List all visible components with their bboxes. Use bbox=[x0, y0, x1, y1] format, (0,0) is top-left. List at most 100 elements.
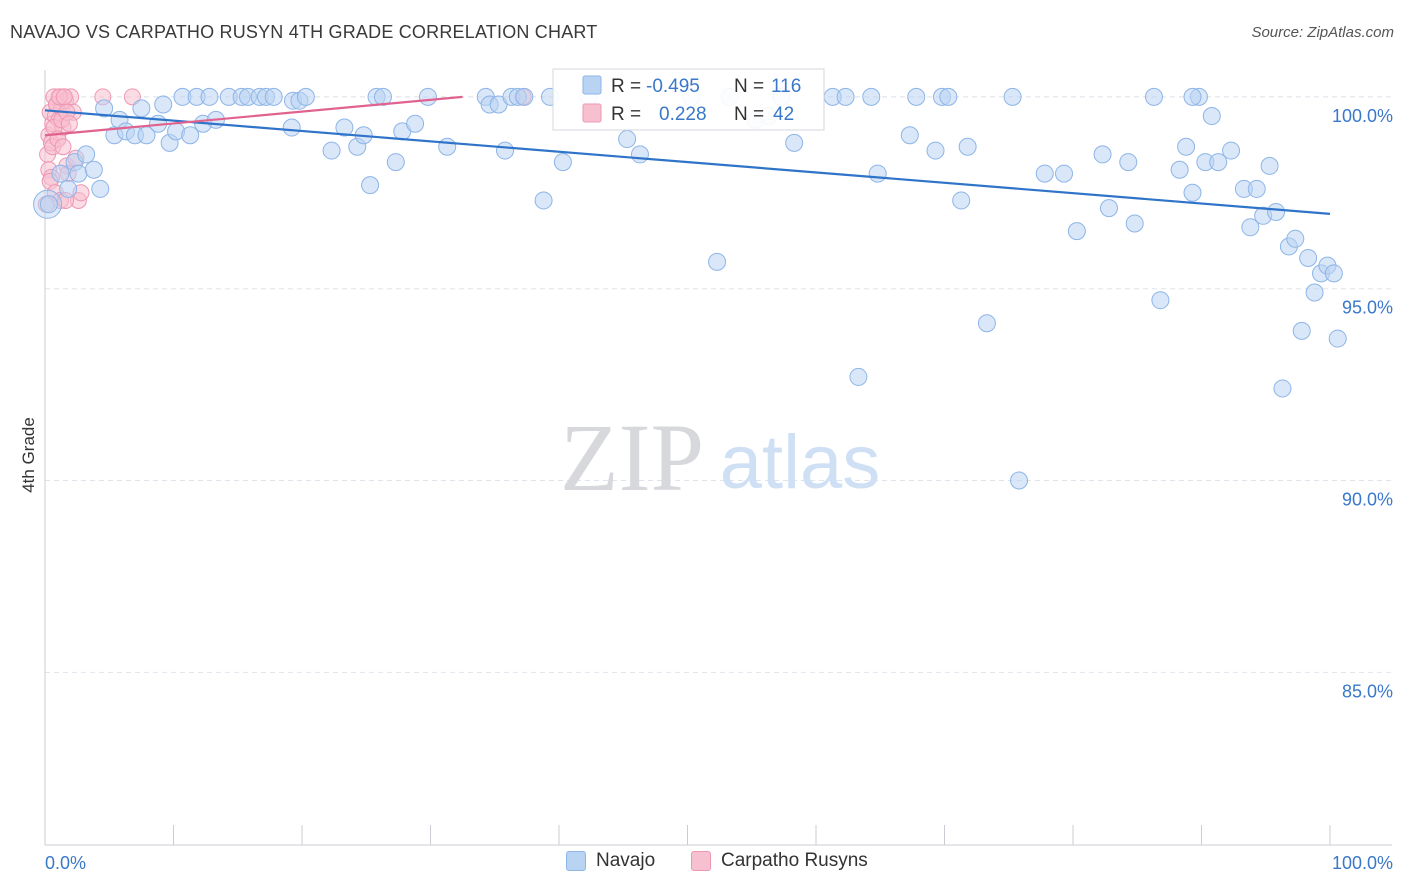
rusyn-trendline bbox=[44, 95, 463, 137]
navajo-point bbox=[1260, 156, 1279, 175]
legend-r-label-navajo: R = bbox=[611, 76, 641, 97]
legend-item-rusyn[interactable]: Carpatho Rusyns bbox=[691, 850, 868, 872]
legend-swatch-navajo-bottom bbox=[566, 851, 586, 871]
navajo-point bbox=[515, 87, 534, 106]
navajo-point bbox=[900, 126, 919, 145]
navajo-point bbox=[1144, 87, 1163, 106]
navajo-point bbox=[1247, 179, 1266, 198]
navajo-point bbox=[373, 87, 392, 106]
gridlines bbox=[45, 96, 1392, 673]
navajo-point bbox=[51, 164, 70, 183]
navajo-point bbox=[322, 141, 341, 160]
navajo-point bbox=[1055, 164, 1074, 183]
navajo-point bbox=[84, 160, 103, 179]
chart-source: Source: ZipAtlas.com bbox=[1251, 24, 1394, 41]
navajo-point bbox=[1183, 183, 1202, 202]
legend-n-label-navajo: N = bbox=[734, 76, 764, 97]
navajo-point bbox=[618, 130, 637, 149]
navajo-point bbox=[154, 95, 173, 114]
y-axis-label: 4th Grade bbox=[19, 417, 38, 493]
navajo-point bbox=[534, 191, 553, 210]
navajo-point bbox=[1177, 137, 1196, 156]
navajo-point bbox=[836, 87, 855, 106]
navajo-point bbox=[59, 179, 78, 198]
navajo-point bbox=[1222, 141, 1241, 160]
navajo-point bbox=[1035, 164, 1054, 183]
navajo-point bbox=[200, 87, 219, 106]
navajo-point bbox=[264, 87, 283, 106]
navajo-point bbox=[1305, 283, 1324, 302]
navajo-point bbox=[438, 137, 457, 156]
navajo-point bbox=[1286, 229, 1305, 248]
navajo-point bbox=[1170, 160, 1189, 179]
navajo-point bbox=[1151, 291, 1170, 310]
navajo-point bbox=[785, 133, 804, 152]
navajo-point bbox=[952, 191, 971, 210]
navajo-point bbox=[1119, 153, 1138, 172]
legend-n-value-navajo: 116 bbox=[771, 76, 801, 97]
legend-box: R = -0.495 N = 116 R = 0.228 N = 42 bbox=[552, 68, 825, 131]
y-tick-label: 95.0% bbox=[1342, 298, 1393, 318]
navajo-point bbox=[1125, 214, 1144, 233]
y-tick-label: 100.0% bbox=[1332, 106, 1393, 126]
navajo-point bbox=[939, 87, 958, 106]
chart-title: NAVAJO VS CARPATHO RUSYN 4TH GRADE CORRE… bbox=[10, 22, 598, 42]
rusyn-point bbox=[55, 88, 73, 106]
navajo-point bbox=[296, 87, 315, 106]
legend-n-value-rusyn: 42 bbox=[773, 104, 794, 125]
rusyn-point bbox=[54, 138, 72, 156]
navajo-point bbox=[1299, 248, 1318, 267]
navajo-point bbox=[1241, 218, 1260, 237]
rusyn-point bbox=[60, 115, 78, 133]
navajo-point bbox=[868, 164, 887, 183]
navajo-point bbox=[361, 176, 380, 195]
navajo-point bbox=[1273, 379, 1292, 398]
navajo-point bbox=[907, 87, 926, 106]
legend-swatch-navajo bbox=[582, 75, 602, 95]
legend-n-label-rusyn: N = bbox=[734, 104, 764, 125]
navajo-point bbox=[1202, 107, 1221, 126]
navajo-point bbox=[1328, 329, 1347, 348]
y-tick-label: 90.0% bbox=[1342, 490, 1393, 510]
navajo-point bbox=[335, 118, 354, 137]
watermark: ZIP atlas bbox=[560, 404, 880, 511]
navajo-point bbox=[849, 367, 868, 386]
navajo-point bbox=[1292, 321, 1311, 340]
watermark-atlas: atlas bbox=[720, 420, 881, 505]
navajo-points bbox=[39, 87, 1347, 490]
tick-labels: 100.0% 95.0% 90.0% 85.0% 0.0% 100.0% bbox=[45, 106, 1393, 873]
legend-r-value-rusyn: 0.228 bbox=[659, 104, 707, 125]
navajo-point bbox=[69, 164, 88, 183]
watermark-zip: ZIP bbox=[560, 404, 704, 511]
bottom-legend: Navajo Carpatho Rusyns bbox=[0, 850, 1406, 880]
navajo-point bbox=[1099, 199, 1118, 218]
legend-item-navajo[interactable]: Navajo bbox=[566, 850, 655, 872]
navajo-point bbox=[958, 137, 977, 156]
navajo-point bbox=[1010, 471, 1029, 490]
legend-r-value-navajo: -0.495 bbox=[646, 76, 700, 97]
legend-r-label-rusyn: R = bbox=[611, 104, 641, 125]
navajo-point bbox=[132, 99, 151, 118]
navajo-point bbox=[39, 195, 58, 214]
navajo-point bbox=[1183, 87, 1202, 106]
legend-label-rusyn: Carpatho Rusyns bbox=[721, 850, 868, 871]
navajo-point bbox=[95, 99, 114, 118]
navajo-point bbox=[282, 118, 301, 137]
navajo-point bbox=[1093, 145, 1112, 164]
navajo-trendline bbox=[44, 109, 1331, 215]
navajo-point bbox=[181, 126, 200, 145]
navajo-point bbox=[1209, 153, 1228, 172]
navajo-point bbox=[977, 314, 996, 333]
navajo-point bbox=[418, 87, 437, 106]
navajo-point bbox=[1003, 87, 1022, 106]
navajo-point bbox=[1324, 264, 1343, 283]
navajo-point bbox=[630, 145, 649, 164]
x-tick-label-min: 0.0% bbox=[45, 853, 86, 873]
navajo-point bbox=[77, 145, 96, 164]
navajo-point bbox=[91, 179, 110, 198]
navajo-point bbox=[708, 252, 727, 271]
navajo-point bbox=[496, 141, 515, 160]
navajo-point bbox=[406, 114, 425, 133]
navajo-point bbox=[926, 141, 945, 160]
